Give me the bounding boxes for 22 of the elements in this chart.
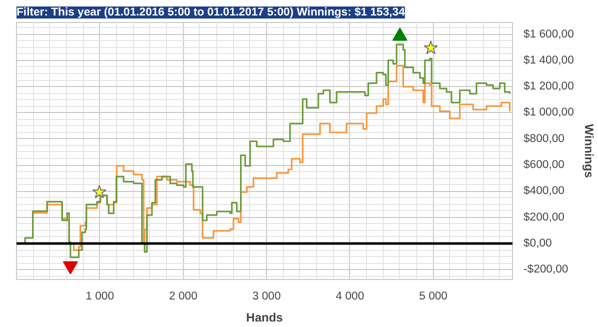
chart-title: Filter: This year (01.01.2016 5:00 to 01.01.2017 5:00) Winnings: $1 153,34 xyxy=(16,6,406,18)
y-tick-label: -$200,00 xyxy=(524,264,568,276)
point xyxy=(62,261,78,274)
y-tick-label: $800,00 xyxy=(524,132,564,145)
x-axis-title: Hands xyxy=(246,310,284,324)
x-tick-label: 2 000 xyxy=(169,290,198,302)
y-tick-label: $1 400,00 xyxy=(524,54,574,66)
y-tick-label: $400,00 xyxy=(524,185,564,198)
y-tick-label: $1 200,00 xyxy=(524,80,574,93)
y-tick-label: $200,00 xyxy=(524,211,564,224)
y-axis-title: Winnings xyxy=(582,124,596,178)
point xyxy=(424,40,438,54)
x-tick-label: 4 000 xyxy=(336,290,364,302)
y-tick-label: $600,00 xyxy=(524,159,564,172)
y-tick-label: $1 000,00 xyxy=(524,106,574,119)
y-tick-label: $1 600,00 xyxy=(524,28,574,40)
x-tick-label: 1 000 xyxy=(86,290,114,302)
x-tick-label: 3 000 xyxy=(252,290,281,302)
point xyxy=(392,28,408,41)
x-tick-label: 5 000 xyxy=(419,290,448,302)
y-tick-label: $0,00 xyxy=(524,238,552,250)
point xyxy=(92,184,107,198)
